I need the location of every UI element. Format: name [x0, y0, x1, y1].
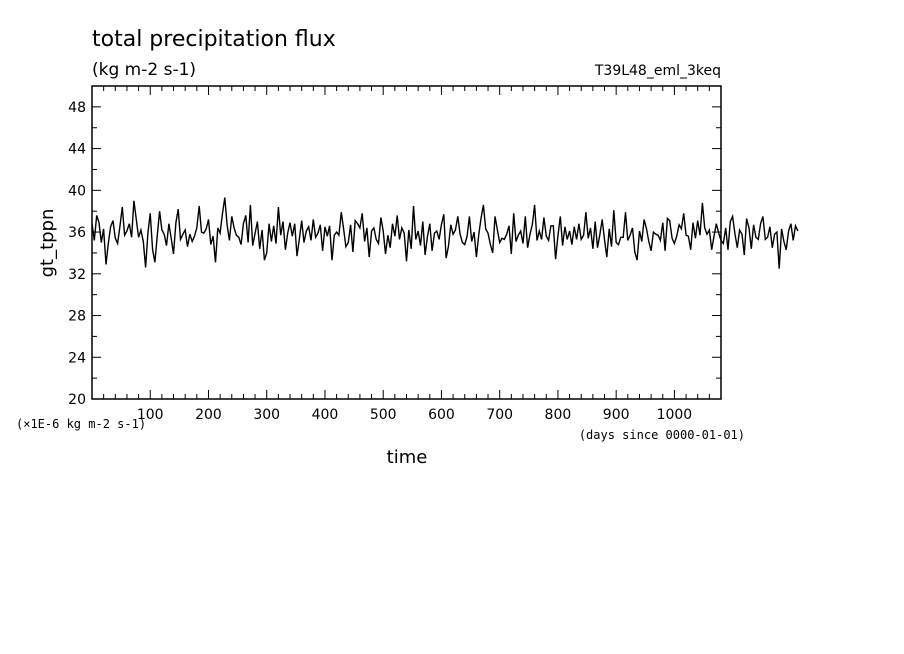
y-tick-label: 32	[68, 267, 86, 283]
y-scale-note: (×1E-6 kg m-2 s-1)	[16, 417, 146, 431]
x-tick-label: 100	[137, 407, 164, 423]
run-label: T39L48_eml_3keq	[594, 63, 721, 79]
y-tick-label: 44	[68, 142, 86, 158]
chart-subtitle: (kg m-2 s-1)	[92, 60, 196, 80]
y-tick-label: 36	[68, 225, 86, 241]
x-axis-ticks: 100 200 300 400 500 600 700 800 900 1000	[103, 86, 722, 423]
y-tick-label: 48	[68, 100, 86, 116]
y-tick-label: 20	[68, 392, 86, 408]
x-unit-note: (days since 0000-01-01)	[579, 428, 745, 442]
x-tick-label: 800	[545, 407, 572, 423]
series-layer	[91, 197, 799, 269]
x-tick-label: 900	[603, 407, 630, 423]
series-line	[91, 197, 799, 269]
x-tick-label: 500	[370, 407, 397, 423]
y-tick-label: 40	[68, 183, 86, 199]
x-tick-label: 600	[428, 407, 455, 423]
y-tick-label: 28	[68, 309, 86, 325]
y-axis-ticks: 20 24 28 32 36 40 44 48	[68, 85, 721, 408]
x-tick-label: 1000	[657, 407, 693, 423]
x-tick-label: 200	[195, 407, 222, 423]
x-tick-label: 700	[486, 407, 513, 423]
chart-title: total precipitation flux	[92, 27, 336, 52]
x-tick-label: 300	[253, 407, 280, 423]
y-axis-label: gt_tppn	[37, 209, 58, 278]
x-tick-label: 400	[312, 407, 339, 423]
x-axis-label: time	[387, 447, 428, 468]
y-tick-label: 24	[68, 350, 86, 366]
